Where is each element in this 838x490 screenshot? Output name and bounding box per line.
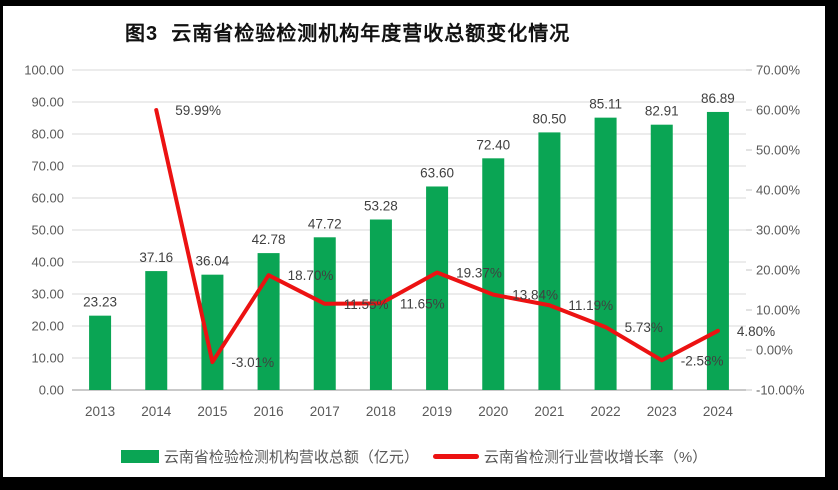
x-axis-category-label: 2020 (478, 404, 508, 419)
left-axis-tick-label: 40.00 (31, 255, 64, 270)
x-axis-category-label: 2024 (703, 404, 734, 419)
x-axis-category-label: 2019 (422, 404, 452, 419)
bar-2013 (89, 315, 112, 390)
chart-card: 图3 云南省检验检测机构年度营收总额变化情况 云南省检验检测机构营收总额（亿元）… (3, 6, 825, 477)
right-axis-tick-label: 0.00% (756, 343, 793, 358)
x-axis-category-label: 2017 (310, 404, 340, 419)
right-axis-tick-label: 50.00% (756, 143, 801, 158)
line-value-label: 59.99% (175, 103, 221, 118)
x-axis-category-label: 2014 (141, 404, 172, 419)
x-axis-category-label: 2016 (254, 404, 284, 419)
x-axis-category-label: 2021 (534, 404, 564, 419)
x-axis-category-label: 2023 (647, 404, 677, 419)
bar-value-label: 86.89 (701, 91, 735, 106)
x-axis-category-label: 2018 (366, 404, 396, 419)
x-axis-category-label: 2013 (85, 404, 115, 419)
left-axis-tick-label: 90.00 (31, 95, 64, 110)
x-axis-category-label: 2022 (591, 404, 621, 419)
bar-value-label: 53.28 (364, 199, 398, 214)
legend-item-bar-series: 云南省检验检测机构营收总额（亿元） (120, 446, 419, 467)
right-axis-tick-label: 70.00% (756, 63, 801, 78)
bar-2023 (650, 124, 673, 391)
chart-title: 图3 云南省检验检测机构年度营收总额变化情况 (125, 23, 571, 45)
bar-2024 (706, 111, 729, 391)
left-axis-tick-label: 20.00 (31, 319, 64, 334)
legend-bar-label: 云南省检验检测机构营收总额（亿元） (163, 449, 419, 466)
bar-value-label: 85.11 (589, 97, 622, 112)
bar-2015 (201, 274, 224, 390)
bar-value-label: 42.78 (252, 232, 286, 247)
left-axis-tick-label: 0.00 (39, 383, 64, 398)
line-value-label: 13.84% (512, 288, 558, 303)
right-axis-tick-label: 40.00% (756, 183, 801, 198)
right-axis-tick-label: 60.00% (756, 103, 801, 118)
x-axis-category-label: 2015 (197, 404, 227, 419)
bar-2022 (594, 117, 617, 390)
bar-2021 (538, 132, 561, 390)
line-value-label: 19.37% (456, 266, 502, 281)
growth-rate-line (154, 108, 720, 365)
legend-bar-swatch-icon (120, 450, 159, 463)
legend-line-swatch-icon (432, 454, 479, 459)
right-axis-tick-label: -10.00% (756, 383, 805, 398)
bar-2019 (426, 186, 449, 390)
bar-value-label: 72.40 (476, 137, 510, 152)
right-axis-tick-label: 20.00% (756, 263, 801, 278)
line-value-label: 11.19% (568, 298, 613, 313)
line-value-label: 4.80% (737, 324, 775, 339)
bar-value-label: 37.16 (139, 250, 173, 265)
left-axis-tick-label: 70.00 (31, 159, 64, 174)
legend-line-label: 云南省检测行业营收增长率（%） (483, 449, 708, 466)
left-axis-tick-label: 30.00 (31, 287, 64, 302)
bar-value-label: 47.72 (308, 216, 342, 231)
line-value-label: 11.65% (400, 296, 445, 311)
left-axis-tick-label: 60.00 (31, 191, 64, 206)
line-value-label: -3.01% (231, 355, 274, 370)
left-axis-tick-label: 10.00 (31, 351, 64, 366)
bar-2017 (313, 237, 336, 390)
bar-value-label: 23.23 (83, 295, 117, 310)
bar-value-label: 82.91 (645, 104, 679, 119)
right-axis-tick-label: 30.00% (756, 223, 801, 238)
bar-value-label: 63.60 (420, 165, 454, 180)
bar-2020 (482, 158, 505, 390)
line-value-label: 11.55% (344, 297, 389, 312)
bar-2014 (145, 271, 168, 390)
chart-legend: 云南省检验检测机构营收总额（亿元） 云南省检测行业营收增长率（%） (3, 446, 825, 467)
left-axis-tick-label: 50.00 (31, 223, 64, 238)
line-value-label: 5.73% (625, 320, 663, 335)
right-axis-tick-label: 10.00% (756, 303, 801, 318)
bar-value-label: 80.50 (533, 111, 567, 126)
line-value-label: -2.58% (681, 353, 724, 368)
bar-value-label: 36.04 (196, 254, 230, 269)
line-value-label: 18.70% (288, 268, 334, 283)
legend-item-line-series: 云南省检测行业营收增长率（%） (432, 446, 708, 467)
left-axis-tick-label: 100.00 (24, 63, 64, 78)
left-axis-tick-label: 80.00 (31, 127, 64, 142)
